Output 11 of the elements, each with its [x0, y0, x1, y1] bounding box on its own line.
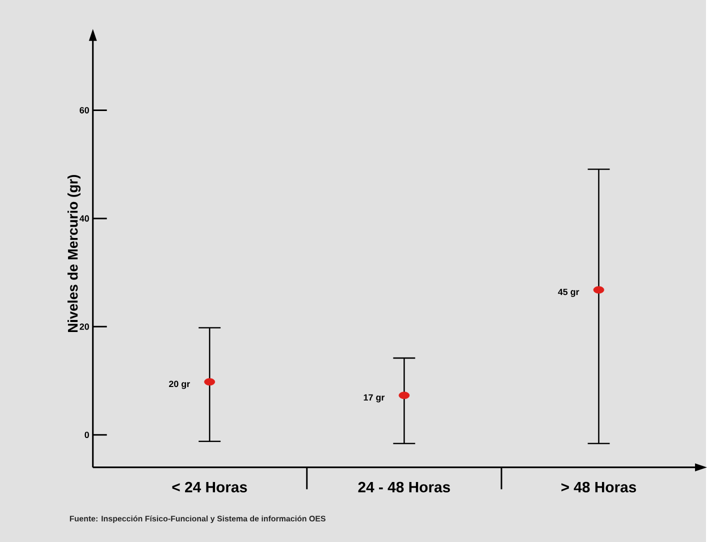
y-tick-label: 20 — [80, 323, 89, 330]
x-tick-label: 24 - 48 Horas — [358, 482, 450, 492]
x-tick-label: < 24 Horas — [172, 482, 247, 492]
y-axis-title: Niveles de Mercurio (gr) — [68, 174, 81, 332]
y-tick-label: 0 — [84, 432, 89, 438]
x-tick-label: > 48 Horas — [561, 482, 636, 492]
y-tick-label: 40 — [80, 215, 89, 222]
annotation: 17 gr — [364, 394, 385, 402]
y-tick-label: 60 — [80, 106, 89, 114]
annotation: 20 gr — [169, 380, 190, 389]
annotation: 45 gr — [558, 288, 580, 297]
